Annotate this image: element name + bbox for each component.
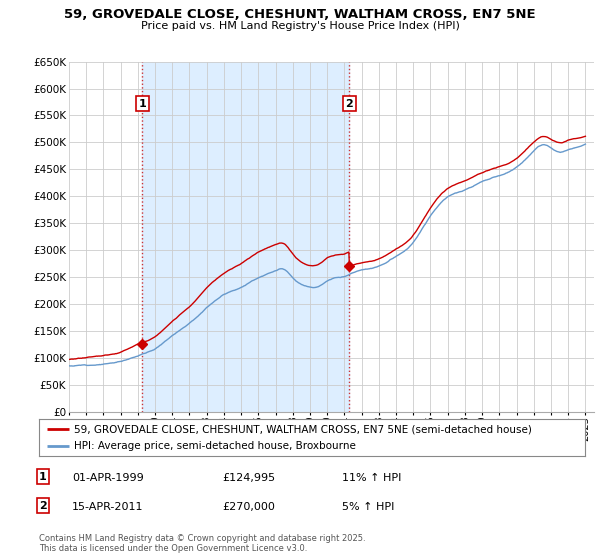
- Text: Contains HM Land Registry data © Crown copyright and database right 2025.
This d: Contains HM Land Registry data © Crown c…: [39, 534, 365, 553]
- Text: £124,995: £124,995: [222, 473, 275, 483]
- Text: 1: 1: [138, 99, 146, 109]
- Text: 15-APR-2011: 15-APR-2011: [72, 502, 143, 512]
- Text: HPI: Average price, semi-detached house, Broxbourne: HPI: Average price, semi-detached house,…: [74, 441, 356, 451]
- Text: 01-APR-1999: 01-APR-1999: [72, 473, 144, 483]
- Text: Price paid vs. HM Land Registry's House Price Index (HPI): Price paid vs. HM Land Registry's House …: [140, 21, 460, 31]
- Text: £270,000: £270,000: [222, 502, 275, 512]
- Text: 5% ↑ HPI: 5% ↑ HPI: [342, 502, 394, 512]
- Text: 11% ↑ HPI: 11% ↑ HPI: [342, 473, 401, 483]
- Text: 59, GROVEDALE CLOSE, CHESHUNT, WALTHAM CROSS, EN7 5NE: 59, GROVEDALE CLOSE, CHESHUNT, WALTHAM C…: [64, 8, 536, 21]
- Text: 59, GROVEDALE CLOSE, CHESHUNT, WALTHAM CROSS, EN7 5NE (semi-detached house): 59, GROVEDALE CLOSE, CHESHUNT, WALTHAM C…: [74, 424, 532, 434]
- Bar: [142, 62, 349, 412]
- Text: 1: 1: [39, 472, 47, 482]
- Text: 2: 2: [346, 99, 353, 109]
- Text: 2: 2: [39, 501, 47, 511]
